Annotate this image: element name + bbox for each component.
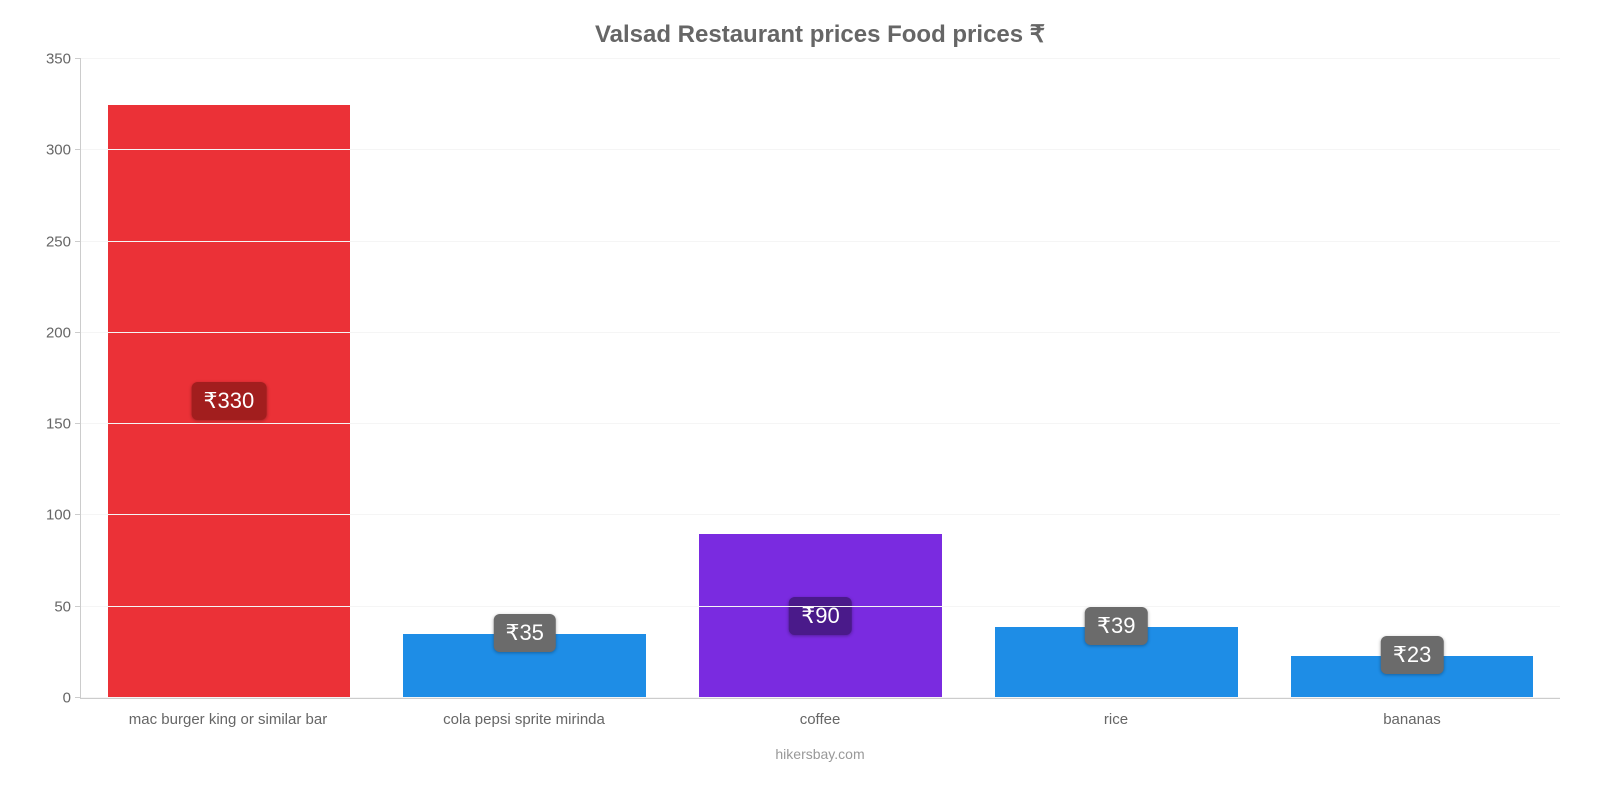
bar: ₹35 — [403, 634, 646, 698]
gridline — [81, 514, 1560, 515]
plot-area: ₹330₹35₹90₹39₹23 050100150200250300350 — [80, 59, 1560, 699]
gridline — [81, 58, 1560, 59]
bars-wrap: ₹330 ₹35 ₹90 ₹39 ₹23 — [81, 59, 1560, 698]
y-tick-label: 200 — [46, 324, 81, 341]
gridline — [81, 149, 1560, 150]
bar-slot: ₹35 — [377, 59, 673, 698]
chart-container: Valsad Restaurant prices Food prices ₹ ₹… — [0, 0, 1600, 800]
bar-slot: ₹23 — [1264, 59, 1560, 698]
y-tick-mark — [75, 606, 81, 607]
gridline — [81, 697, 1560, 698]
bar-slot: ₹90 — [673, 59, 969, 698]
y-tick-mark — [75, 332, 81, 333]
bar-value-label: ₹330 — [192, 382, 267, 420]
bar: ₹39 — [995, 627, 1238, 698]
bar-value-label: ₹39 — [1085, 607, 1147, 645]
y-tick-label: 300 — [46, 142, 81, 159]
bar-value-label: ₹90 — [789, 597, 851, 635]
gridline — [81, 332, 1560, 333]
y-tick-label: 100 — [46, 507, 81, 524]
x-axis-label: cola pepsi sprite mirinda — [376, 711, 672, 728]
y-tick-label: 250 — [46, 233, 81, 250]
y-tick-mark — [75, 697, 81, 698]
gridline — [81, 423, 1560, 424]
bar: ₹90 — [699, 534, 942, 698]
x-axis-label: rice — [968, 711, 1264, 728]
y-tick-mark — [75, 149, 81, 150]
y-tick-mark — [75, 423, 81, 424]
chart-title: Valsad Restaurant prices Food prices ₹ — [80, 20, 1560, 49]
y-tick-label: 0 — [63, 690, 81, 707]
bar-slot: ₹330 — [81, 59, 377, 698]
x-axis-labels: mac burger king or similar barcola pepsi… — [80, 711, 1560, 728]
x-axis-label: bananas — [1264, 711, 1560, 728]
y-tick-mark — [75, 58, 81, 59]
y-tick-mark — [75, 241, 81, 242]
chart-footer: hikersbay.com — [80, 746, 1560, 762]
gridline — [81, 241, 1560, 242]
bar: ₹330 — [108, 105, 351, 698]
bar-value-label: ₹23 — [1381, 636, 1443, 674]
gridline — [81, 606, 1560, 607]
y-tick-label: 350 — [46, 51, 81, 68]
x-axis-label: mac burger king or similar bar — [80, 711, 376, 728]
bar-slot: ₹39 — [968, 59, 1264, 698]
x-axis-label: coffee — [672, 711, 968, 728]
y-tick-mark — [75, 514, 81, 515]
bar: ₹23 — [1291, 656, 1534, 698]
y-tick-label: 50 — [54, 598, 81, 615]
bar-value-label: ₹35 — [493, 614, 555, 652]
y-tick-label: 150 — [46, 416, 81, 433]
